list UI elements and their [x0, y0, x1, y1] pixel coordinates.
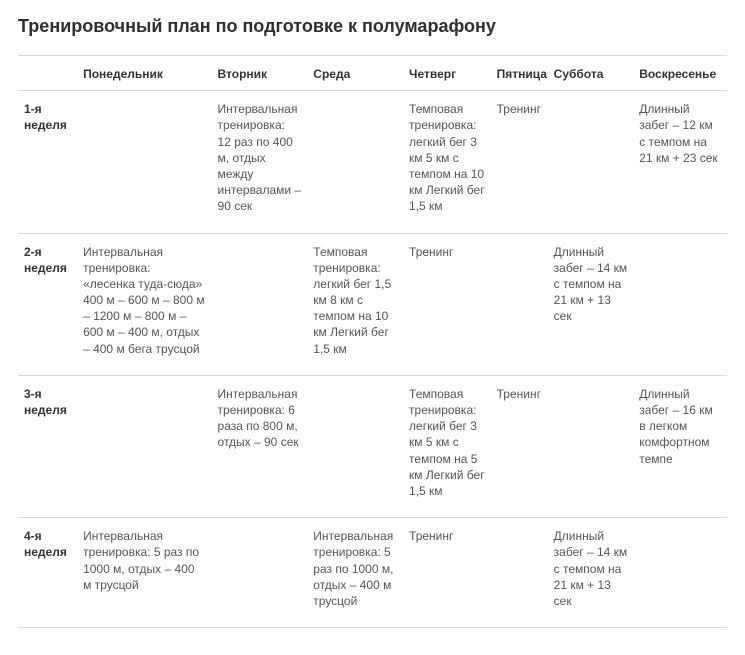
cell-thu: Тренинг — [403, 518, 491, 628]
cell-mon: Интервальная тренировка: 5 раз по 1000 м… — [77, 518, 211, 628]
cell-sun: Длинный забег – 16 км в легком комфортно… — [633, 375, 727, 517]
col-header-sat: Суббота — [548, 56, 634, 91]
cell-mon: Интервальная тренировка: «лесенка туда-с… — [77, 233, 211, 375]
col-header-thu: Четверг — [403, 56, 491, 91]
cell-sun — [633, 233, 727, 375]
cell-sun — [633, 518, 727, 628]
cell-wed: Темповая тренировка: легкий бег 1,5 км 8… — [307, 233, 403, 375]
cell-tue: Интервальная тренировка: 12 раз по 400 м… — [212, 91, 308, 233]
cell-thu: Тренинг — [403, 233, 491, 375]
cell-sat — [548, 91, 634, 233]
cell-tue — [212, 518, 308, 628]
cell-thu: Темповая тренировка: легкий бег 3 км 5 к… — [403, 91, 491, 233]
cell-wed: Интервальная тренировка: 5 раз по 1000 м… — [307, 518, 403, 628]
table-row: 2-я неделя Интервальная тренировка: «лес… — [18, 233, 727, 375]
page-title: Тренировочный план по подготовке к полум… — [18, 16, 727, 37]
table-row: 3-я неделя Интервальная тренировка: 6 ра… — [18, 375, 727, 517]
col-header-wed: Среда — [307, 56, 403, 91]
col-header-week — [18, 56, 77, 91]
cell-fri: Тренинг — [491, 375, 548, 517]
cell-tue: Интервальная тренировка: 6 раза по 800 м… — [212, 375, 308, 517]
cell-wed — [307, 91, 403, 233]
row-label: 1-я неделя — [18, 91, 77, 233]
cell-mon — [77, 375, 211, 517]
cell-fri — [491, 518, 548, 628]
cell-wed — [307, 375, 403, 517]
row-label: 4-я неделя — [18, 518, 77, 628]
cell-fri: Тренинг — [491, 91, 548, 233]
cell-sat — [548, 375, 634, 517]
col-header-tue: Вторник — [212, 56, 308, 91]
col-header-sun: Воскресенье — [633, 56, 727, 91]
table-row: 1-я неделя Интервальная тренировка: 12 р… — [18, 91, 727, 233]
cell-thu: Темповая тренировка: легкий бег 3 км 5 к… — [403, 375, 491, 517]
cell-fri — [491, 233, 548, 375]
cell-sat: Длинный забег – 14 км с темпом на 21 км … — [548, 518, 634, 628]
row-label: 3-я неделя — [18, 375, 77, 517]
cell-tue — [212, 233, 308, 375]
cell-sun: Длинный забег – 12 км с темпом на 21 км … — [633, 91, 727, 233]
table-row: 4-я неделя Интервальная тренировка: 5 ра… — [18, 518, 727, 628]
col-header-mon: Понедельник — [77, 56, 211, 91]
col-header-fri: Пятница — [491, 56, 548, 91]
cell-mon — [77, 91, 211, 233]
row-label: 2-я неделя — [18, 233, 77, 375]
training-plan-table: Понедельник Вторник Среда Четверг Пятниц… — [18, 55, 727, 628]
training-plan-page: Тренировочный план по подготовке к полум… — [0, 0, 745, 652]
table-header-row: Понедельник Вторник Среда Четверг Пятниц… — [18, 56, 727, 91]
cell-sat: Длинный забег – 14 км с темпом на 21 км … — [548, 233, 634, 375]
